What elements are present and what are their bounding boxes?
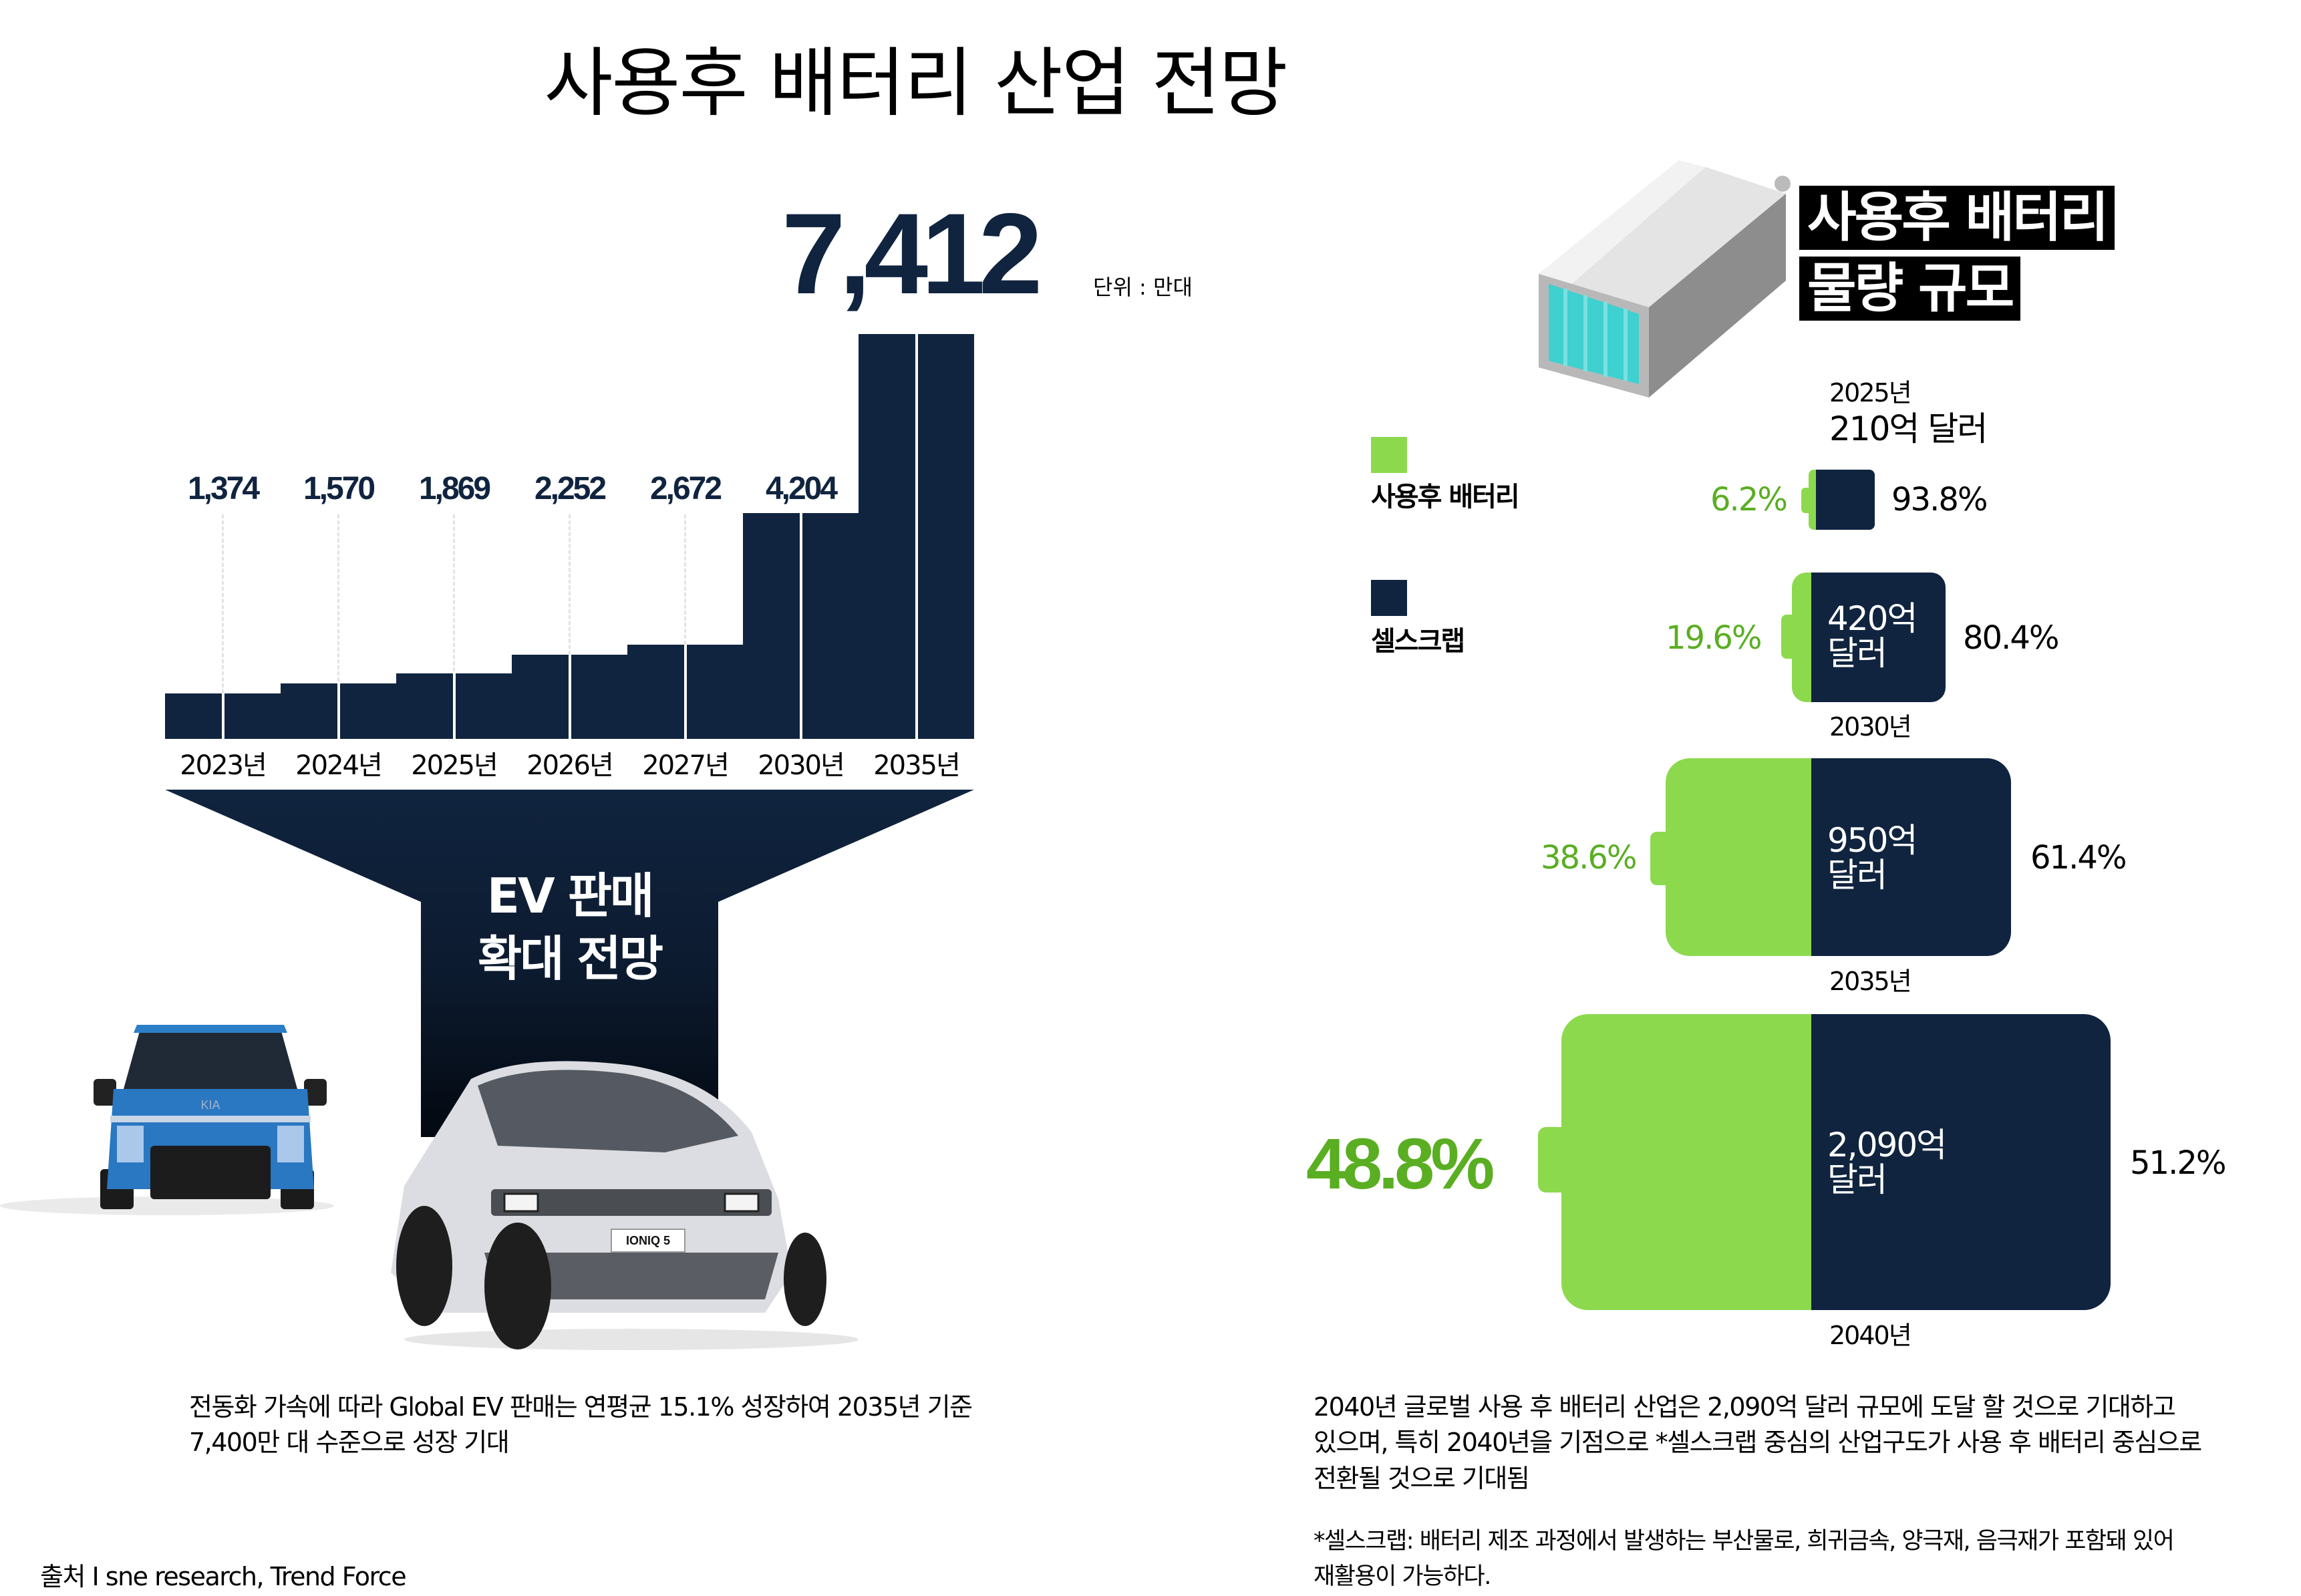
battery-2035-nub [1650,832,1667,885]
unit-label: 단위 : 만대 [1093,275,1193,300]
bar-year-2026: 2026년 [526,750,614,781]
battery-2025-used [1809,470,1817,530]
bar-year-2025: 2025년 [411,750,498,781]
guide-line [337,514,339,681]
battery-2035-scrap-pct: 61.4% [2030,839,2127,876]
bar-divider [569,655,571,739]
funnel-text-line1: EV 판매 [486,868,654,924]
bar-year-2030: 2030년 [758,750,845,781]
ioniq5-car-image: IONIQ 5 [391,1061,859,1350]
bar-year-2024: 2024년 [295,750,383,781]
battery-2040-amount-line1: 2,090억 [1827,1126,1947,1164]
bar-value-2030: 4,204 [765,471,838,506]
battery-2025-scrap [1816,470,1875,530]
battery-2040-year: 2040년 [1829,1321,1912,1350]
battery-2025-scrap-pct: 93.8% [1891,481,1988,518]
battery-2025-year: 2025년 [1829,378,1912,408]
highlight-value: 7,412 [782,190,1042,318]
battery-2035-amount-line2: 달러 [1827,856,1887,895]
bar-value-2024: 1,570 [303,471,375,506]
battery-2030-scrap-pct: 80.4% [1963,619,2059,657]
guide-line [222,514,224,693]
bar-divider [915,334,918,739]
battery-2030-scrap [1811,573,1946,702]
battery-2035-used [1666,758,1812,956]
battery-description-line1: 2040년 글로벌 사용 후 배터리 산업은 2,090억 달러 규모에 도달 … [1314,1392,2176,1422]
battery-2040-used [1561,1014,1812,1310]
bar-value-2023: 1,374 [187,471,260,506]
battery-2040-amount-line2: 달러 [1827,1160,1887,1199]
footnote-line1: *셀스크랩: 배터리 제조 과정에서 발생하는 부산물로, 희귀금속, 양극재,… [1314,1528,2175,1555]
battery-2025-amount: 210억 달러 [1829,410,1988,448]
bar-divider [222,693,224,739]
battery-pack-image [1539,160,1791,397]
battery-2030-nub [1781,615,1793,659]
svg-text:KIA: KIA [200,1098,220,1112]
battery-2030-used [1792,573,1812,702]
battery-2025-used-pct: 6.2% [1710,481,1788,518]
battery-2035-amount-line1: 950억 [1827,821,1918,860]
battery-2035-scrap [1811,758,2011,956]
battery-2035-used-pct: 38.6% [1541,839,1637,876]
legend-swatch-used-battery [1371,437,1407,473]
source-credit: 출처 I sne research, Trend Force [40,1562,407,1591]
battery-2040-scrap [1811,1014,2111,1310]
battery-description-line3: 전환될 것으로 기대됨 [1314,1464,1530,1493]
bar-year-2023: 2023년 [180,750,267,781]
ev-bar-chart [165,334,974,739]
legend-label-used-battery: 사용후 배터리 [1371,482,1520,512]
bar-value-2027: 2,672 [649,471,722,506]
battery-description-line2: 있으며, 특히 2040년을 기점으로 *셀스크랩 중심의 산업구도가 사용 후… [1314,1428,2202,1457]
car-badge-text: IONIQ 5 [626,1234,670,1247]
legend-label-cell-scrap: 셀스크랩 [1371,626,1465,657]
battery-section-title-line2: 물량 규모 [1799,257,2021,321]
ev-description-line1: 전동화 가속에 따라 Global EV 판매는 연평균 15.1% 성장하여 … [189,1392,973,1422]
bar-divider [684,645,687,739]
bar-divider [453,673,456,739]
guide-line [569,514,571,655]
battery-2040-scrap-pct: 51.2% [2130,1144,2226,1182]
battery-2030-amount-line1: 420억 [1827,599,1918,638]
battery-2040-used-pct: 48.8% [1306,1123,1495,1204]
battery-2030-amount-line2: 달러 [1827,634,1887,673]
battery-2025-nub [1801,488,1809,513]
bar-divider [337,683,340,739]
guide-line [453,514,455,671]
legend-swatch-cell-scrap [1371,580,1407,616]
bar-year-2027: 2027년 [642,750,730,781]
guide-line [684,514,686,645]
bar-divider [800,513,802,739]
bar-year-2035: 2035년 [873,750,961,781]
ev-description-line2: 7,400만 대 수준으로 성장 기대 [189,1428,510,1457]
funnel-text-line2: 확대 전망 [477,931,663,987]
bar-value-2025: 1,869 [418,471,491,506]
battery-2035-year: 2035년 [1829,967,1912,996]
page-title: 사용후 배터리 산업 전망 [544,40,1287,127]
bar-value-2026: 2,252 [534,471,607,506]
kia-suv-image: KIA [0,1025,334,1215]
funnel-shape [165,790,974,1137]
battery-2040-nub [1538,1127,1563,1192]
battery-section-title-line1: 사용후 배터리 [1799,186,2115,250]
battery-2030-year: 2030년 [1829,712,1912,742]
footnote-line2: 재활용이 가능하다. [1314,1563,1491,1590]
battery-2030-used-pct: 19.6% [1666,619,1762,657]
